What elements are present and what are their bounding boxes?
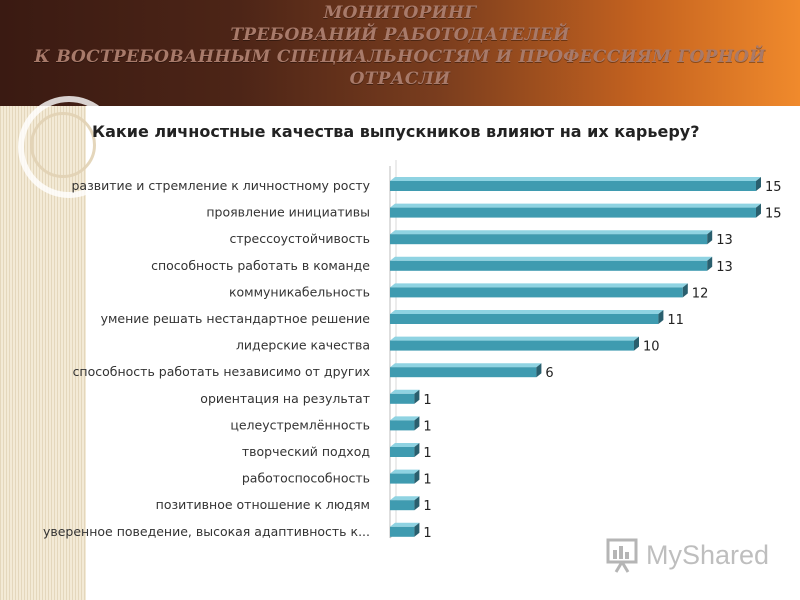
- header-line-1: МОНИТОРИНГ: [323, 3, 477, 23]
- bar: [390, 420, 415, 431]
- bar: [390, 340, 634, 351]
- value-label: 15: [765, 207, 782, 222]
- bar-side-face: [634, 336, 639, 351]
- header-banner: МОНИТОРИНГ ТРЕБОВАНИЙ РАБОТОДАТЕЛЕЙ К ВО…: [0, 0, 800, 106]
- decorative-left-stripe: [0, 96, 120, 600]
- bar-top-face: [390, 283, 688, 288]
- category-label: умение решать нестандартное решение: [101, 311, 371, 326]
- bar: [390, 393, 415, 404]
- bar-side-face: [707, 230, 713, 245]
- bar: [390, 234, 708, 245]
- bar-top-face: [390, 336, 639, 341]
- bar-side-face: [658, 310, 664, 324]
- value-label: 1: [423, 526, 431, 541]
- category-label: уверенное поведение, высокая адаптивност…: [43, 524, 370, 539]
- decorative-ring-inner: [30, 112, 96, 178]
- bar-side-face: [414, 389, 420, 404]
- category-label: коммуникабельность: [229, 284, 370, 299]
- bar: [390, 181, 756, 191]
- category-label: творческий подход: [242, 444, 370, 459]
- category-label: способность работать независимо от други…: [73, 364, 370, 379]
- bar: [390, 260, 708, 271]
- value-label: 1: [423, 499, 431, 514]
- bar: [390, 500, 415, 511]
- bar-top-face: [390, 230, 713, 235]
- bar: [390, 207, 756, 218]
- bar: [390, 367, 537, 378]
- category-label: позитивное отношение к людям: [156, 497, 370, 512]
- bar-top-face: [390, 496, 420, 501]
- bar-top-face: [390, 256, 713, 261]
- value-label: 12: [692, 286, 709, 301]
- watermark-text: MyShared: [646, 540, 770, 570]
- value-label: 6: [545, 366, 553, 381]
- category-label: способность работать в команде: [151, 258, 370, 273]
- value-label: 1: [423, 473, 431, 488]
- bar-side-face: [414, 416, 420, 431]
- category-label: проявление инициативы: [206, 205, 370, 220]
- header-line-2: ТРЕБОВАНИЙ РАБОТОДАТЕЛЕЙ: [230, 25, 570, 45]
- value-label: 1: [423, 446, 431, 461]
- header-line-4: ОТРАСЛИ: [349, 69, 451, 89]
- category-label: работоспособность: [242, 471, 370, 486]
- bar-side-face: [707, 256, 713, 271]
- category-label: развитие и стремление к личностному рост…: [72, 178, 371, 193]
- bar-side-face: [756, 203, 761, 218]
- value-label: 10: [643, 340, 660, 355]
- value-label: 11: [667, 313, 684, 328]
- bar-top-face: [390, 416, 420, 421]
- bar-side-face: [682, 283, 688, 298]
- bar-top-face: [390, 363, 542, 368]
- bar-top-face: [390, 522, 420, 527]
- bar-side-face: [414, 496, 420, 511]
- category-label: лидерские качества: [236, 338, 370, 353]
- value-label: 1: [423, 419, 431, 434]
- bar: [390, 314, 659, 324]
- value-label: 13: [716, 233, 733, 248]
- category-label: целеустремлённость: [230, 417, 370, 432]
- bar: [390, 447, 415, 457]
- bar-top-face: [390, 310, 664, 314]
- bar-side-face: [414, 443, 420, 457]
- category-label: ориентация на результат: [200, 391, 370, 406]
- bar-side-face: [756, 177, 761, 191]
- bar-side-face: [414, 522, 420, 537]
- bar-top-face: [390, 443, 420, 447]
- chart-title: Какие личностные качества выпускников вл…: [92, 122, 700, 141]
- presentation-icon: [606, 538, 638, 573]
- bar-top-face: [390, 203, 761, 208]
- bar: [390, 287, 683, 298]
- bar-top-face: [390, 469, 420, 474]
- value-label: 15: [765, 180, 782, 195]
- decorative-ring: [18, 96, 120, 198]
- bar: [390, 526, 415, 537]
- bar: [390, 473, 415, 484]
- bar-side-face: [414, 469, 420, 484]
- bar-top-face: [390, 389, 420, 394]
- category-label: стрессоустойчивость: [229, 231, 370, 246]
- value-label: 13: [716, 260, 733, 275]
- header-line-3: К ВОСТРЕБОВАННЫМ СПЕЦИАЛЬНОСТЯМ И ПРОФЕС…: [34, 47, 766, 67]
- bar-side-face: [536, 363, 542, 378]
- bar-top-face: [390, 177, 761, 181]
- watermark-logo: MyShared: [604, 536, 774, 576]
- value-label: 1: [423, 393, 431, 408]
